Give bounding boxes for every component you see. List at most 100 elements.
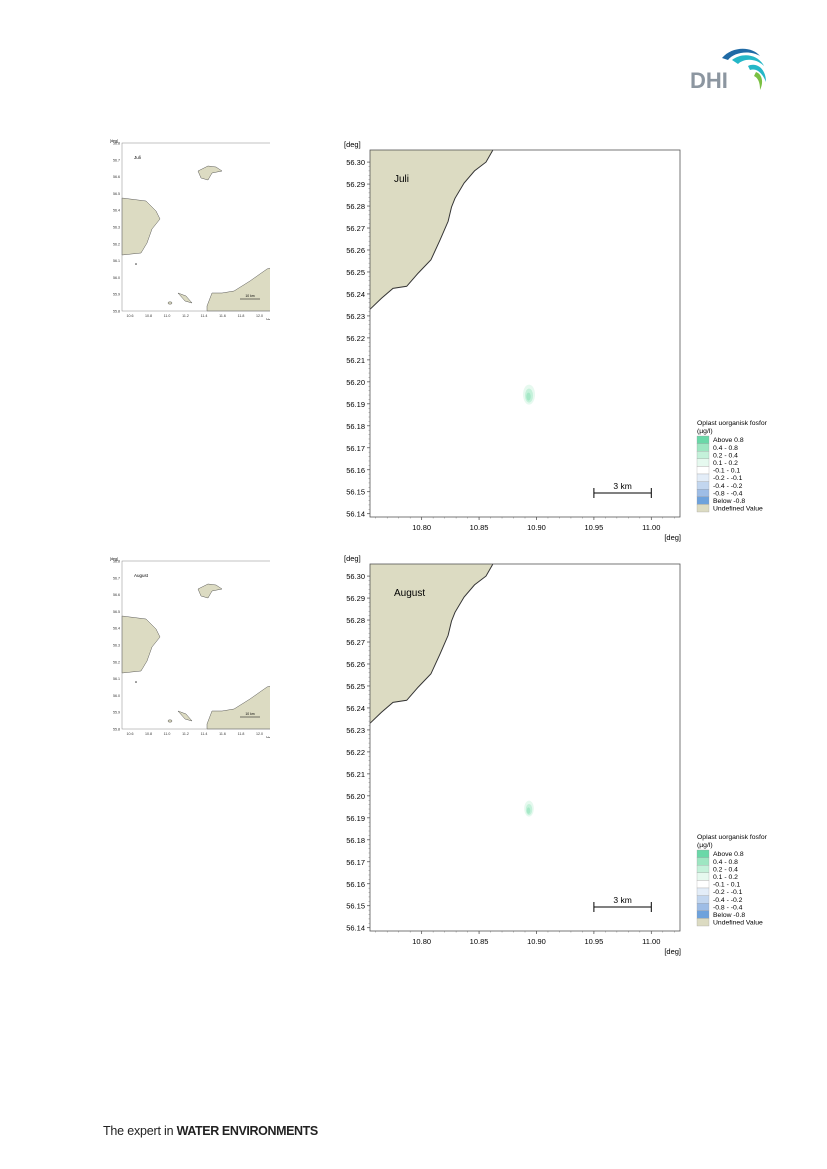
legend-swatch [696,504,710,513]
overview-x-unit: [deg] [266,736,270,738]
footer-tagline: The expert in WATER ENVIRONMENTS [103,1124,318,1138]
overview-y-label: 56.1 [113,259,120,263]
legend-swatch [696,435,710,444]
x-unit-label: [deg] [664,533,681,542]
overview-y-label: 56.7 [113,576,120,580]
legend-label: 0.2 - 0.4 [713,452,738,459]
overview-x-label: 11.0 [164,314,171,318]
y-tick-label: 56.14 [346,510,365,519]
legend-swatch [696,910,710,919]
overview-x-label: 11.6 [219,732,226,736]
overview-y-label: 56.6 [113,593,120,597]
y-tick-label: 56.28 [346,616,365,625]
y-tick-label: 56.26 [346,660,365,669]
y-tick-label: 56.21 [346,770,365,779]
overview-y-label: 55.9 [113,293,120,297]
overview-y-label: 56.3 [113,226,120,230]
overview-x-label: 12.0 [256,314,263,318]
overview-x-label: 11.4 [201,314,208,318]
overview-month: August [134,573,149,578]
y-tick-label: 56.30 [346,572,365,581]
overview-unit: [deg] [110,139,118,143]
legend-label: -0.8 - -0.4 [713,490,743,497]
x-tick-label: 10.95 [584,937,603,946]
overview-y-label: 56.2 [113,660,120,664]
overview-land-west [121,615,161,674]
y-tick-label: 56.14 [346,924,365,933]
scale-bar-label: 3 km [613,895,631,905]
y-tick-label: 56.23 [346,312,365,321]
y-tick-label: 56.27 [346,638,365,647]
y-tick-label: 56.29 [346,594,365,603]
overview-scale-label: 10 km [245,712,254,716]
legend-label: 0.1 - 0.2 [713,460,738,467]
y-tick-label: 56.22 [346,334,365,343]
x-tick-label: 11.00 [642,937,660,946]
legend-unit: (µg/l) [697,428,713,435]
detail-map-juli: 56.30 56.29 56.28 56.27 56.26 56.25 56.24 56.23… [330,138,790,542]
overview-x-label: 10.6 [127,314,134,318]
overview-x-label: 11.0 [164,732,171,736]
overview-y-label: 56.5 [113,192,120,196]
x-tick-label: 10.85 [470,523,489,532]
x-tick-label: 10.90 [527,937,546,946]
overview-y-label: 56.7 [113,158,120,162]
overview-x-label: 10.8 [145,732,152,736]
dhi-logo: DHI [688,44,772,93]
y-tick-label: 56.16 [346,466,365,475]
legend-swatch [696,880,710,889]
overview-islet [135,681,137,683]
legend-label: -0.4 - -0.2 [713,897,743,904]
overview-month: Juli [134,155,141,160]
legend-swatch [696,496,710,505]
overview-x-label: 11.6 [219,314,226,318]
x-tick-label: 10.80 [412,937,431,946]
y-tick-label: 56.30 [346,158,365,167]
legend-label: Above 0.8 [713,851,744,858]
overview-islet [167,719,173,723]
legend-label: -0.4 - -0.2 [713,483,743,490]
detail-map-svg: 56.30 56.29 56.28 56.27 56.26 56.25 56.24 56.23… [344,554,768,956]
overview-islet [135,263,137,265]
x-unit-label: [deg] [664,947,681,956]
y-tick-label: 56.27 [346,224,365,233]
overview-x-label: 10.6 [127,732,134,736]
overview-scale-label: 10 km [245,294,254,298]
overview-y-label: 56.4 [113,209,120,213]
overview-x-unit: [deg] [266,318,270,320]
land-area [370,564,493,724]
legend-swatch [696,466,710,475]
y-tick-label: 56.17 [346,444,365,453]
y-tick-label: 56.26 [346,246,365,255]
y-unit-label: [deg] [344,554,361,563]
overview-x-label: 11.8 [238,314,245,318]
legend-swatch [696,887,710,896]
coastline [369,563,494,724]
y-tick-label: 56.29 [346,180,365,189]
overview-y-label: 56.6 [113,175,120,179]
legend-title: Oplast uorganisk fosfor [697,834,768,841]
x-tick-label: 11.00 [642,523,660,532]
overview-islet [167,301,173,305]
y-tick-label: 56.15 [346,902,365,911]
scale-bar-label: 3 km [613,481,631,491]
overview-y-label: 56.8 [113,560,120,564]
legend-label: -0.1 - 0.1 [713,468,740,475]
overview-x-label: 11.8 [238,732,245,736]
legend-label: Undefined Value [713,506,763,513]
x-tick-label: 10.85 [470,937,489,946]
y-tick-label: 56.21 [346,356,365,365]
legend-swatch [696,458,710,467]
legend-label: 0.4 - 0.8 [713,445,738,452]
legend-swatch [696,451,710,459]
logo-text: DHI [690,68,728,92]
legend-swatch [696,903,710,911]
y-unit-label: [deg] [344,140,361,149]
coastline [369,149,494,310]
y-tick-label: 56.19 [346,814,365,823]
legend-swatch [696,918,710,927]
legend-label: -0.8 - -0.4 [713,904,743,911]
overview-map-svg: 56.8 56.7 56.6 56.5 56.4 56.3 56.2 56.1 56.0 55.9… [110,139,305,322]
land-area [370,150,493,310]
y-tick-label: 56.24 [346,290,365,299]
